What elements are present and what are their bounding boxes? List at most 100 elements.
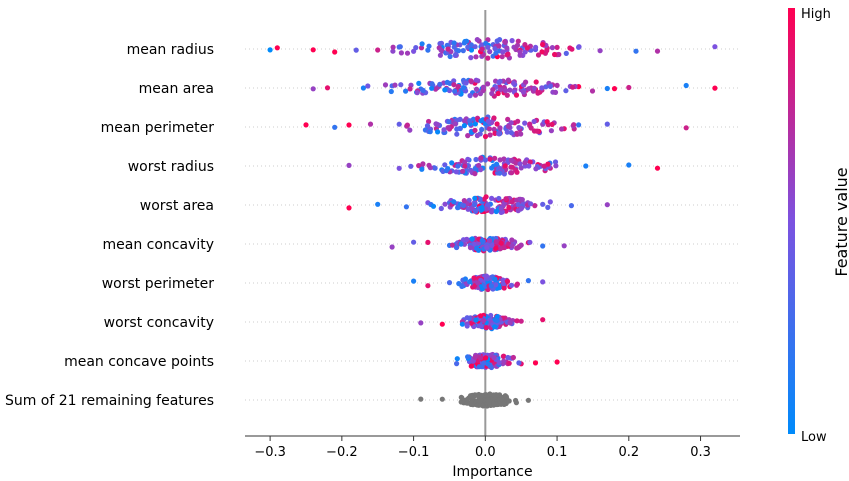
data-point — [506, 398, 512, 404]
data-point — [491, 354, 497, 361]
data-point — [508, 130, 514, 136]
feature-label: mean concave points — [64, 354, 214, 370]
data-point — [476, 364, 482, 370]
data-point — [458, 241, 464, 247]
data-point — [479, 42, 485, 48]
data-point — [454, 361, 460, 367]
data-point — [509, 243, 515, 249]
data-point — [473, 156, 479, 163]
data-point — [604, 121, 610, 127]
data-point — [437, 52, 443, 58]
data-point — [491, 401, 497, 407]
data-point — [513, 397, 519, 404]
data-point — [487, 238, 493, 244]
data-point — [506, 360, 512, 366]
data-point — [494, 38, 500, 44]
data-point — [552, 89, 559, 95]
data-point — [479, 126, 485, 133]
data-point — [492, 130, 498, 136]
x-axis-ticks: −0.3 −0.2 −0.1 0.0 0.1 0.2 0.3 — [254, 436, 711, 460]
data-point — [454, 126, 460, 132]
data-point — [480, 84, 486, 90]
data-point — [589, 88, 596, 94]
data-point — [474, 37, 480, 43]
data-point — [520, 89, 527, 95]
data-point — [418, 320, 424, 326]
data-point — [654, 165, 661, 171]
data-point — [506, 204, 512, 211]
data-point — [476, 162, 482, 169]
data-point — [360, 85, 366, 91]
data-point — [522, 160, 528, 166]
x-tick-label: 0.2 — [618, 445, 639, 460]
data-point — [460, 48, 466, 54]
data-point — [539, 49, 545, 55]
data-point — [597, 48, 603, 54]
data-point — [504, 129, 510, 135]
data-point — [485, 397, 491, 403]
data-point — [509, 38, 515, 44]
data-point — [479, 392, 485, 398]
data-point — [390, 44, 396, 50]
data-point — [469, 236, 475, 242]
data-point — [507, 87, 513, 93]
data-point — [388, 88, 394, 95]
data-point — [501, 280, 507, 286]
data-point — [479, 402, 485, 408]
data-point — [540, 243, 546, 249]
data-point — [494, 161, 500, 167]
data-point — [525, 397, 532, 403]
data-point — [451, 78, 457, 84]
data-point — [468, 363, 474, 369]
data-point — [375, 47, 381, 53]
data-point — [403, 204, 409, 210]
data-point — [544, 119, 550, 125]
data-point — [398, 82, 404, 88]
x-axis-title: Importance — [452, 464, 532, 480]
x-tick-label: 0.3 — [690, 445, 711, 460]
data-point — [501, 358, 507, 364]
data-point — [441, 127, 447, 133]
data-point — [569, 46, 575, 52]
data-point — [493, 392, 500, 398]
data-point — [501, 353, 507, 359]
data-point — [398, 50, 404, 56]
data-point — [532, 360, 539, 366]
data-point — [465, 206, 471, 212]
data-point — [554, 82, 560, 88]
data-point — [473, 77, 479, 83]
data-point — [453, 244, 460, 251]
data-point — [483, 355, 489, 361]
data-point — [396, 165, 402, 171]
data-point — [654, 48, 661, 54]
data-point — [438, 47, 444, 53]
data-point — [513, 160, 519, 166]
data-point — [611, 86, 618, 92]
data-point — [479, 46, 485, 52]
data-point — [528, 125, 534, 131]
data-point — [478, 323, 484, 329]
data-point — [518, 242, 524, 248]
data-point — [522, 120, 528, 126]
data-point — [496, 130, 502, 137]
data-point — [467, 118, 473, 124]
data-point — [499, 54, 505, 60]
data-point — [487, 49, 493, 55]
data-point — [452, 88, 458, 94]
colorbar-title: Feature value — [832, 167, 849, 276]
feature-label: Sum of 21 remaining features — [5, 393, 214, 409]
data-point — [477, 91, 483, 97]
data-point — [408, 163, 414, 169]
data-point — [516, 360, 522, 366]
data-point — [442, 162, 448, 168]
data-point — [505, 77, 511, 83]
data-point — [509, 170, 515, 176]
data-point — [547, 199, 553, 205]
data-point — [468, 320, 474, 326]
data-point — [416, 80, 422, 86]
data-point — [442, 201, 448, 207]
x-tick-label: 0.0 — [475, 445, 496, 460]
data-point — [424, 123, 431, 129]
colorbar — [788, 8, 795, 434]
data-point — [604, 202, 610, 208]
